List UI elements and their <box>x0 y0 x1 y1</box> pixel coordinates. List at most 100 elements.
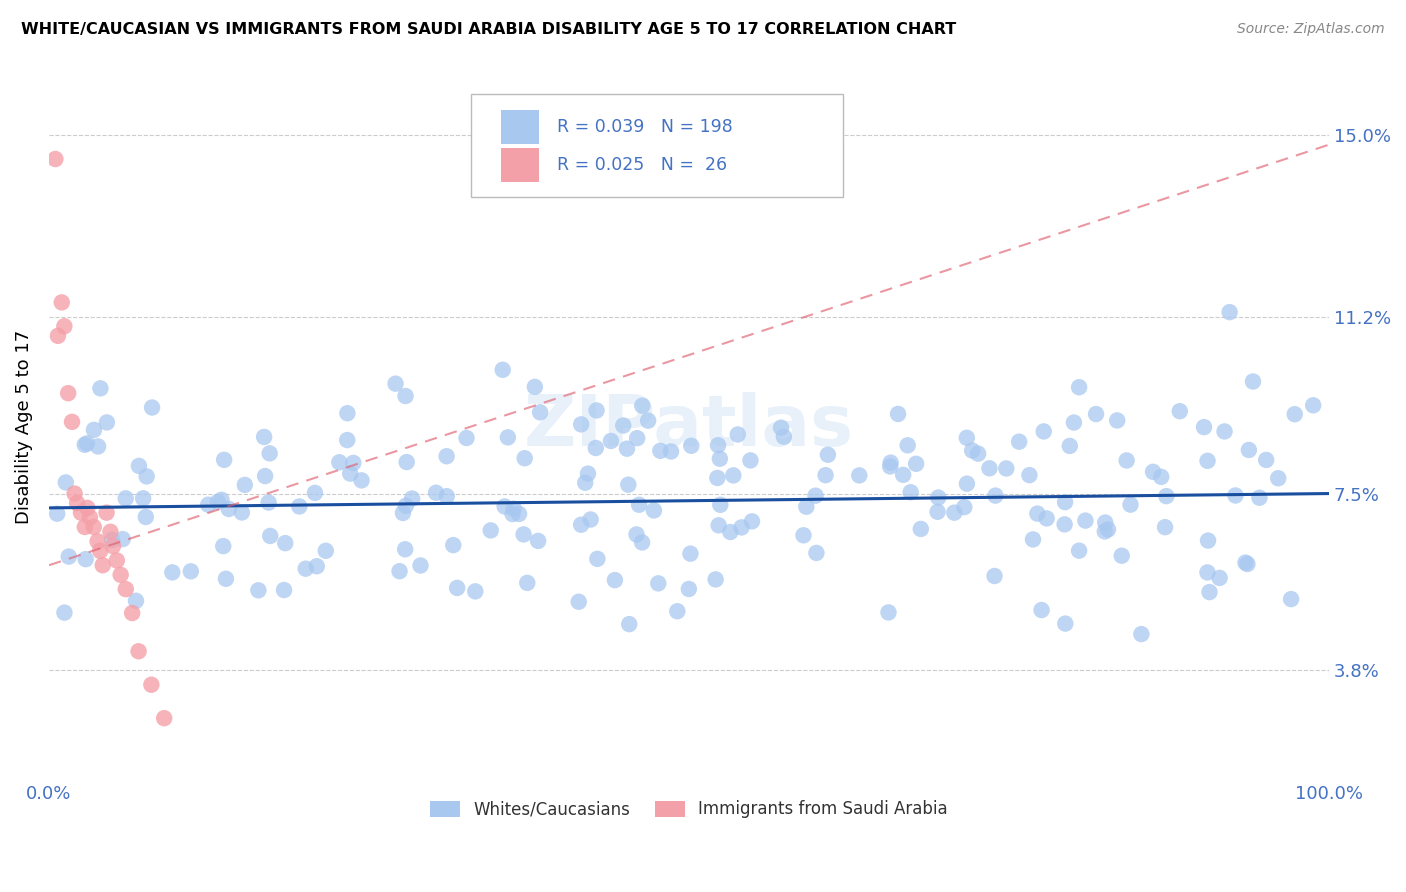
Point <box>395 455 418 469</box>
Point <box>681 439 703 453</box>
Point <box>576 467 599 481</box>
Point <box>1130 627 1153 641</box>
Point <box>218 502 240 516</box>
Point <box>141 678 163 692</box>
Point <box>984 489 1007 503</box>
Point <box>254 469 277 483</box>
Text: ZIPatlas: ZIPatlas <box>524 392 853 461</box>
Point <box>666 604 689 618</box>
Point <box>794 500 817 514</box>
Point <box>1026 507 1049 521</box>
Point <box>132 491 155 506</box>
Point <box>83 520 105 534</box>
Point <box>336 433 359 447</box>
Point <box>100 524 122 539</box>
Point <box>631 535 654 549</box>
Point <box>877 606 900 620</box>
Point <box>527 533 550 548</box>
Point <box>523 380 546 394</box>
Point <box>600 434 623 448</box>
Point <box>58 549 80 564</box>
Point <box>392 506 415 520</box>
Point <box>617 477 640 491</box>
FancyBboxPatch shape <box>501 111 540 145</box>
Point <box>288 500 311 514</box>
Point <box>53 606 76 620</box>
Point <box>1197 566 1219 580</box>
Point <box>1022 533 1045 547</box>
Point <box>568 595 591 609</box>
Point <box>111 532 134 546</box>
Point <box>60 415 83 429</box>
Point <box>212 539 235 553</box>
Point <box>678 582 700 596</box>
Point <box>502 501 524 516</box>
Point <box>967 447 990 461</box>
Point <box>628 498 651 512</box>
Point <box>1249 491 1271 505</box>
Point <box>259 446 281 460</box>
Point <box>197 498 219 512</box>
Point <box>350 474 373 488</box>
Point <box>1111 549 1133 563</box>
Point <box>879 456 901 470</box>
Point <box>1208 571 1230 585</box>
Point <box>631 399 654 413</box>
Point <box>817 448 839 462</box>
Point <box>259 529 281 543</box>
Point <box>135 510 157 524</box>
Point <box>1069 380 1091 394</box>
Point <box>153 711 176 725</box>
Point <box>905 457 928 471</box>
Point <box>96 506 118 520</box>
Point <box>806 546 828 560</box>
Point <box>995 461 1018 475</box>
FancyBboxPatch shape <box>471 95 842 197</box>
Point <box>53 319 76 334</box>
Point <box>1154 520 1177 534</box>
Point <box>1168 404 1191 418</box>
Point <box>384 376 406 391</box>
Point <box>464 584 486 599</box>
Point <box>409 558 432 573</box>
Point <box>215 572 238 586</box>
Point <box>70 506 93 520</box>
Point <box>1237 442 1260 457</box>
Point <box>1059 439 1081 453</box>
Point <box>879 459 901 474</box>
Point <box>718 524 741 539</box>
Point <box>479 524 502 538</box>
Point <box>401 491 423 506</box>
Point <box>273 582 295 597</box>
Point <box>586 552 609 566</box>
Point <box>91 558 114 573</box>
Point <box>637 414 659 428</box>
Legend: Whites/Caucasians, Immigrants from Saudi Arabia: Whites/Caucasians, Immigrants from Saudi… <box>423 794 955 825</box>
Point <box>512 527 534 541</box>
Point <box>730 520 752 534</box>
Point <box>603 573 626 587</box>
Point <box>46 328 69 343</box>
Point <box>46 507 69 521</box>
Point <box>979 461 1001 475</box>
Point <box>585 441 607 455</box>
Point <box>76 436 98 450</box>
Point <box>305 559 328 574</box>
Point <box>1054 495 1077 509</box>
Point <box>1142 465 1164 479</box>
Point <box>233 478 256 492</box>
Point <box>1267 471 1289 485</box>
Point <box>1032 425 1054 439</box>
Point <box>1197 454 1219 468</box>
Point <box>848 468 870 483</box>
Point <box>1031 603 1053 617</box>
Point <box>66 496 89 510</box>
Point <box>953 500 976 515</box>
Point <box>1279 592 1302 607</box>
Point <box>207 495 229 509</box>
Point <box>128 644 150 658</box>
Point <box>585 403 607 417</box>
Point <box>212 452 235 467</box>
Point <box>73 520 96 534</box>
Point <box>626 431 648 445</box>
